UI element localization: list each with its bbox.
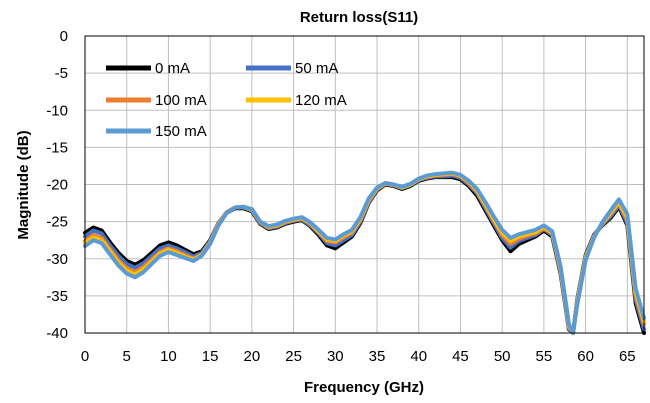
x-tick-label: 15 <box>202 348 219 365</box>
x-tick-label: 30 <box>327 348 344 365</box>
y-axis-label: Magnitude (dB) <box>15 130 32 239</box>
x-tick-labels: 0 5 10 15 20 25 30 35 40 45 50 55 60 65 <box>81 348 636 365</box>
x-tick-label: 5 <box>123 348 131 365</box>
x-tick-label: 45 <box>452 348 469 365</box>
legend-label-1: 50 mA <box>295 60 338 77</box>
x-tick-label: 50 <box>494 348 511 365</box>
x-tick-label: 25 <box>285 348 302 365</box>
x-tick-label: 10 <box>160 348 177 365</box>
legend: 0 mA 50 mA 100 mA 120 mA 150 mA <box>106 60 347 140</box>
y-tick-label: -40 <box>46 325 68 342</box>
x-axis-label: Frequency (GHz) <box>304 379 424 396</box>
x-tick-label: 40 <box>410 348 427 365</box>
chart-title: Return loss(S11) <box>300 9 418 26</box>
y-tick-labels: 0 -5 -10 -15 -20 -25 -30 -35 -40 <box>46 28 68 342</box>
x-tick-label: 0 <box>81 348 89 365</box>
x-tick-label: 60 <box>577 348 594 365</box>
x-tick-label: 20 <box>244 348 261 365</box>
y-tick-label: -20 <box>46 177 68 194</box>
series-lines <box>83 170 646 335</box>
x-tick-label: 55 <box>536 348 553 365</box>
y-tick-label: -25 <box>46 214 68 231</box>
legend-label-0: 0 mA <box>155 60 190 77</box>
y-tick-label: -30 <box>46 251 68 268</box>
x-tick-label: 35 <box>369 348 386 365</box>
y-tick-label: 0 <box>60 28 68 45</box>
series-line-4 <box>83 170 646 335</box>
y-tick-label: -35 <box>46 288 68 305</box>
y-tick-label: -5 <box>55 65 68 82</box>
grid-lines <box>84 35 644 334</box>
legend-label-4: 150 mA <box>155 123 207 140</box>
y-tick-label: -10 <box>46 102 68 119</box>
plot-area <box>84 35 645 334</box>
legend-label-3: 120 mA <box>295 92 347 109</box>
y-tick-label: -15 <box>46 139 68 156</box>
x-tick-label: 65 <box>619 348 636 365</box>
legend-label-2: 100 mA <box>155 92 207 109</box>
